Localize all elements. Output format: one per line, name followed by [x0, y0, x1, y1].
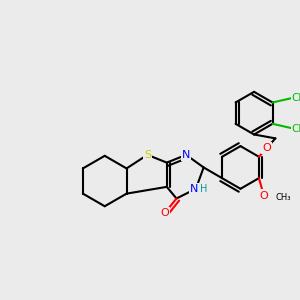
- Text: N: N: [190, 184, 198, 194]
- Text: O: O: [260, 190, 268, 201]
- Text: O: O: [160, 208, 169, 218]
- Text: Cl: Cl: [292, 124, 300, 134]
- Text: Cl: Cl: [292, 93, 300, 103]
- Text: CH₃: CH₃: [275, 193, 291, 202]
- Text: N: N: [182, 150, 190, 160]
- Text: H: H: [200, 184, 207, 194]
- Text: S: S: [144, 150, 151, 160]
- Text: O: O: [262, 143, 271, 153]
